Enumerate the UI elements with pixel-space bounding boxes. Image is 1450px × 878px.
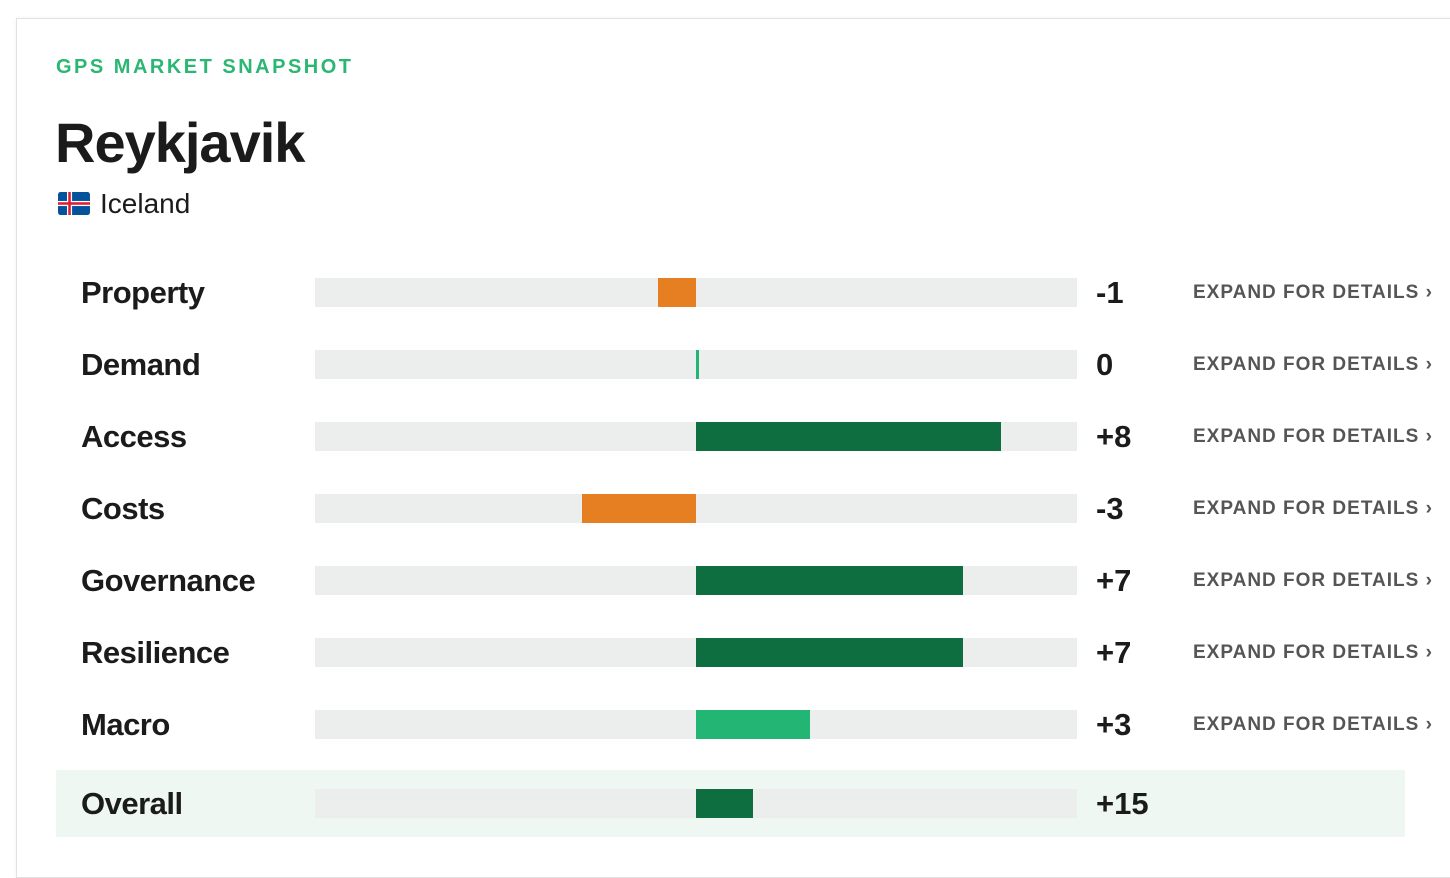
score-value: +8 (1096, 419, 1132, 454)
expand-link[interactable]: EXPAND FOR DETAILS › (1193, 498, 1433, 519)
country: Iceland (100, 188, 191, 219)
row-label: Governance (81, 563, 256, 598)
score-value: -1 (1096, 275, 1124, 310)
row-label: Overall (81, 786, 183, 821)
score-bar (657, 278, 696, 307)
score-value: +15 (1096, 786, 1149, 821)
row-label: Macro (81, 707, 170, 742)
eyebrow: GPS MARKET SNAPSHOT (56, 56, 354, 78)
expand-link[interactable]: EXPAND FOR DETAILS › (1193, 426, 1433, 447)
score-value: +3 (1096, 707, 1132, 742)
score-value: -3 (1096, 491, 1124, 526)
flag (58, 192, 90, 215)
score-bar (696, 422, 1001, 451)
score-bar (696, 638, 963, 667)
expand-link[interactable]: EXPAND FOR DETAILS › (1193, 282, 1433, 303)
score-value: +7 (1096, 563, 1132, 598)
bar-track (315, 278, 1077, 307)
score-bar (696, 350, 699, 379)
bar-track (315, 494, 1077, 523)
row-label: Resilience (81, 635, 230, 670)
score-bar (696, 566, 963, 595)
row-label: Property (81, 275, 205, 310)
score-bar (696, 789, 754, 818)
row-label: Demand (81, 347, 201, 382)
score-bar (581, 494, 696, 523)
score-value: +7 (1096, 635, 1132, 670)
expand-link[interactable]: EXPAND FOR DETAILS › (1193, 714, 1433, 735)
row-label: Costs (81, 491, 165, 526)
expand-link[interactable]: EXPAND FOR DETAILS › (1193, 354, 1433, 375)
city-title: Reykjavik (55, 111, 305, 174)
expand-link[interactable]: EXPAND FOR DETAILS › (1193, 570, 1433, 591)
score-bar (696, 710, 811, 739)
row-label: Access (81, 419, 187, 454)
expand-link[interactable]: EXPAND FOR DETAILS › (1193, 642, 1433, 663)
score-value: 0 (1096, 347, 1114, 382)
